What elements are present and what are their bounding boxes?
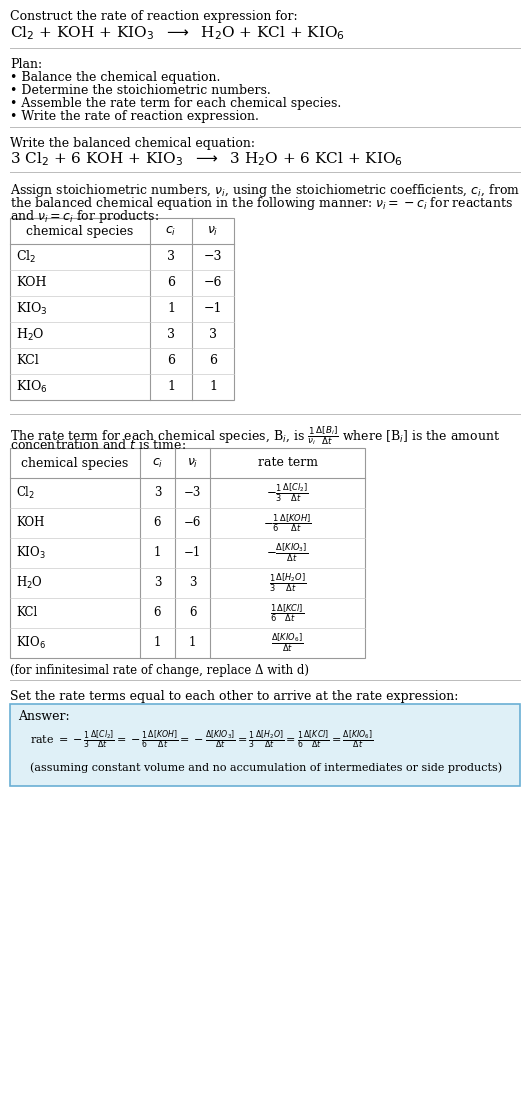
Text: Write the balanced chemical equation:: Write the balanced chemical equation: — [10, 137, 255, 150]
Text: Cl$_2$: Cl$_2$ — [16, 485, 36, 501]
Text: 1: 1 — [154, 546, 161, 559]
Text: $\frac{\Delta[KIO_6]}{\Delta t}$: $\frac{\Delta[KIO_6]}{\Delta t}$ — [271, 632, 304, 654]
Text: 1: 1 — [209, 381, 217, 394]
Text: 1: 1 — [154, 636, 161, 649]
Text: Answer:: Answer: — [18, 710, 69, 723]
Text: The rate term for each chemical species, B$_i$, is $\frac{1}{\nu_i}\frac{\Delta[: The rate term for each chemical species,… — [10, 424, 500, 446]
Text: $\nu_i$: $\nu_i$ — [207, 224, 219, 238]
Text: concentration and $t$ is time:: concentration and $t$ is time: — [10, 438, 186, 452]
Text: 3: 3 — [154, 576, 161, 589]
Text: Cl$_2$ + KOH + KIO$_3$  $\longrightarrow$  H$_2$O + KCl + KIO$_6$: Cl$_2$ + KOH + KIO$_3$ $\longrightarrow$… — [10, 24, 345, 42]
Text: the balanced chemical equation in the following manner: $\nu_i = -c_i$ for react: the balanced chemical equation in the fo… — [10, 195, 513, 212]
Text: Construct the rate of reaction expression for:: Construct the rate of reaction expressio… — [10, 10, 298, 23]
Bar — [10, 218, 234, 400]
Text: $c_i$: $c_i$ — [152, 456, 163, 470]
Text: 3 Cl$_2$ + 6 KOH + KIO$_3$  $\longrightarrow$  3 H$_2$O + 6 KCl + KIO$_6$: 3 Cl$_2$ + 6 KOH + KIO$_3$ $\longrightar… — [10, 150, 403, 168]
Text: 1: 1 — [189, 636, 196, 649]
Text: Set the rate terms equal to each other to arrive at the rate expression:: Set the rate terms equal to each other t… — [10, 690, 458, 703]
Text: • Write the rate of reaction expression.: • Write the rate of reaction expression. — [10, 110, 259, 123]
Text: 3: 3 — [167, 251, 175, 263]
Text: rate $= -\frac{1}{3}\frac{\Delta[Cl_2]}{\Delta t} = -\frac{1}{6}\frac{\Delta[KOH: rate $= -\frac{1}{3}\frac{\Delta[Cl_2]}{… — [30, 728, 373, 750]
Text: chemical species: chemical species — [21, 456, 129, 470]
Text: Plan:: Plan: — [10, 58, 42, 71]
Text: $\frac{1}{6}\frac{\Delta[KCl]}{\Delta t}$: $\frac{1}{6}\frac{\Delta[KCl]}{\Delta t}… — [270, 602, 305, 624]
Bar — [10, 448, 365, 658]
Text: (for infinitesimal rate of change, replace Δ with d): (for infinitesimal rate of change, repla… — [10, 664, 309, 677]
Text: 3: 3 — [189, 576, 196, 589]
Text: KIO$_3$: KIO$_3$ — [16, 545, 46, 561]
Text: −6: −6 — [204, 276, 222, 290]
Text: KCl: KCl — [16, 606, 37, 619]
Text: and $\nu_i = c_i$ for products:: and $\nu_i = c_i$ for products: — [10, 208, 159, 225]
Text: (assuming constant volume and no accumulation of intermediates or side products): (assuming constant volume and no accumul… — [30, 761, 502, 773]
Text: KOH: KOH — [16, 516, 45, 529]
Text: $-\frac{1}{3}\frac{\Delta[Cl_2]}{\Delta t}$: $-\frac{1}{3}\frac{\Delta[Cl_2]}{\Delta … — [266, 482, 309, 504]
Text: 6: 6 — [167, 354, 175, 367]
Text: $c_i$: $c_i$ — [165, 224, 176, 238]
Text: 6: 6 — [154, 606, 161, 619]
Text: • Determine the stoichiometric numbers.: • Determine the stoichiometric numbers. — [10, 84, 271, 97]
Text: KIO$_6$: KIO$_6$ — [16, 635, 46, 652]
Text: • Balance the chemical equation.: • Balance the chemical equation. — [10, 71, 220, 84]
Text: $-\frac{\Delta[KIO_3]}{\Delta t}$: $-\frac{\Delta[KIO_3]}{\Delta t}$ — [267, 542, 308, 564]
Text: Cl$_2$: Cl$_2$ — [16, 249, 36, 265]
Text: −1: −1 — [184, 546, 201, 559]
FancyBboxPatch shape — [10, 704, 520, 786]
Text: 3: 3 — [154, 486, 161, 500]
Text: rate term: rate term — [258, 456, 317, 470]
Text: H$_2$O: H$_2$O — [16, 327, 45, 343]
Text: KIO$_6$: KIO$_6$ — [16, 379, 48, 395]
Text: 6: 6 — [209, 354, 217, 367]
Text: KOH: KOH — [16, 276, 47, 290]
Text: −3: −3 — [204, 251, 222, 263]
Text: $\frac{1}{3}\frac{\Delta[H_2O]}{\Delta t}$: $\frac{1}{3}\frac{\Delta[H_2O]}{\Delta t… — [269, 572, 306, 594]
Text: KCl: KCl — [16, 354, 39, 367]
Text: $\nu_i$: $\nu_i$ — [187, 456, 198, 470]
Text: −3: −3 — [184, 486, 201, 500]
Text: H$_2$O: H$_2$O — [16, 575, 43, 591]
Text: $-\frac{1}{6}\frac{\Delta[KOH]}{\Delta t}$: $-\frac{1}{6}\frac{\Delta[KOH]}{\Delta t… — [263, 512, 312, 534]
Text: −1: −1 — [204, 303, 222, 315]
Text: 3: 3 — [167, 329, 175, 342]
Text: chemical species: chemical species — [26, 224, 134, 238]
Text: • Assemble the rate term for each chemical species.: • Assemble the rate term for each chemic… — [10, 97, 341, 110]
Text: Assign stoichiometric numbers, $\nu_i$, using the stoichiometric coefficients, $: Assign stoichiometric numbers, $\nu_i$, … — [10, 182, 520, 199]
Text: 6: 6 — [167, 276, 175, 290]
Text: 1: 1 — [167, 381, 175, 394]
Text: 6: 6 — [154, 516, 161, 529]
Text: 3: 3 — [209, 329, 217, 342]
Text: KIO$_3$: KIO$_3$ — [16, 301, 48, 317]
Text: 6: 6 — [189, 606, 196, 619]
Text: −6: −6 — [184, 516, 201, 529]
Text: 1: 1 — [167, 303, 175, 315]
